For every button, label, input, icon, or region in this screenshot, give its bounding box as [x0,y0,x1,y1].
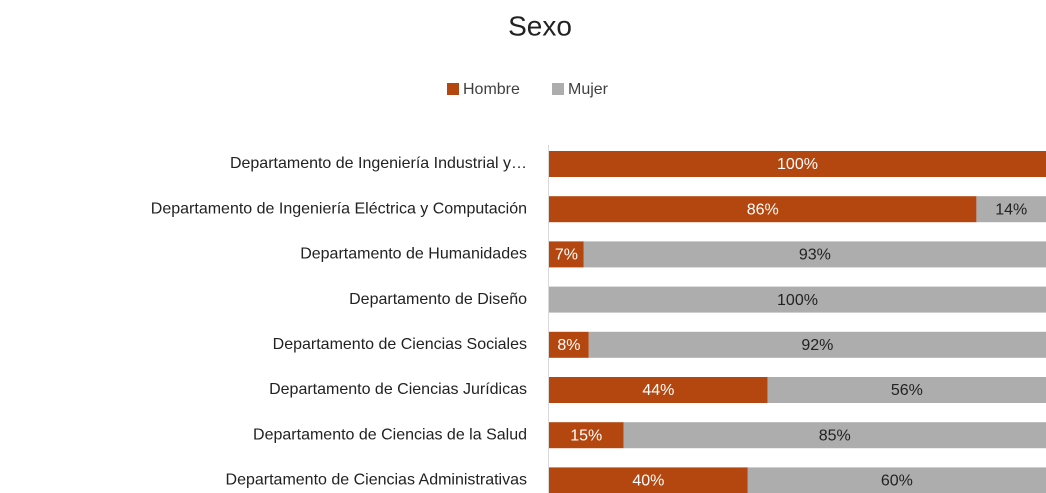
data-label: 8% [557,337,580,354]
y-tick-label: Departamento de Ingeniería Industrial y… [230,155,527,172]
data-label: 15% [570,427,602,444]
y-tick-label: Departamento de Ciencias Administrativas [226,472,527,489]
data-label: 56% [891,382,923,399]
y-tick-label: Departamento de Ciencias Sociales [273,336,527,353]
data-label: 7% [555,247,578,264]
bar-segment [549,331,589,358]
bar-segment [549,196,977,223]
data-label: 85% [819,427,851,444]
y-tick-label: Departamento de Ciencias Jurídicas [269,381,527,398]
data-label: 100% [777,156,818,173]
data-label: 44% [642,382,674,399]
data-label: 14% [995,201,1027,218]
y-tick-label: Departamento de Ciencias de la Salud [253,426,527,443]
y-tick-label: Departamento de Diseño [349,291,527,308]
bar-segment [588,331,1046,358]
bar-segment [747,467,1046,493]
bar-segment [976,196,1046,223]
bar-segment [549,467,748,493]
bar-segment [549,377,768,403]
data-label: 100% [777,292,818,309]
bar-segment [623,422,1046,449]
legend-swatch [552,83,564,95]
legend-swatch [447,83,459,95]
y-tick-label: Departamento de Humanidades [300,246,527,263]
bar-segment [549,286,1046,313]
data-label: 60% [881,473,913,490]
bar-segment [549,241,584,268]
data-label: 92% [801,337,833,354]
chart-title: Sexo [508,10,572,41]
bar-segment [583,241,1046,268]
legend-label: Hombre [463,81,520,98]
y-tick-label: Departamento de Ingeniería Eléctrica y C… [151,200,527,217]
data-label: 86% [747,201,779,218]
bar-segment [549,422,624,449]
legend-label: Mujer [568,81,609,98]
bar-segment [767,377,1046,403]
bar-segment [549,151,1046,177]
data-label: 93% [799,247,831,264]
data-label: 40% [632,473,664,490]
